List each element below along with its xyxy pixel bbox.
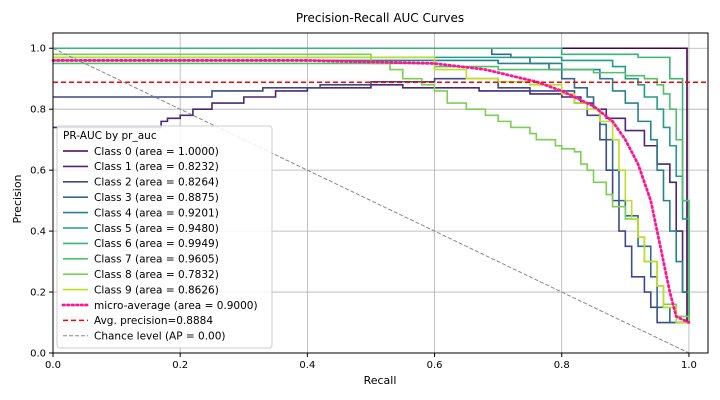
legend-label-2: Class 2 (area = 0.8264) xyxy=(94,177,219,189)
legend-label-1: Class 1 (area = 0.8232) xyxy=(94,161,219,173)
series-layer xyxy=(51,47,708,354)
y-tick-label: 0.4 xyxy=(30,227,46,238)
x-tick-label: 0.8 xyxy=(554,360,570,371)
legend-title: PR-AUC by pr_auc xyxy=(63,130,157,142)
series-line-4 xyxy=(53,59,690,323)
legend-label-5: Class 5 (area = 0.9480) xyxy=(94,223,219,235)
chart-title: Precision-Recall AUC Curves xyxy=(296,11,464,25)
legend-label-6: Class 6 (area = 0.9949) xyxy=(94,238,219,250)
x-tick-label: 0.4 xyxy=(299,360,315,371)
legend-label-4: Class 4 (area = 0.9201) xyxy=(94,207,219,219)
legend-label-8: Class 8 (area = 0.7832) xyxy=(94,269,219,281)
y-tick-label: 1.0 xyxy=(30,44,46,55)
x-tick-label: 0.0 xyxy=(45,360,61,371)
x-tick-label: 1.0 xyxy=(681,360,697,371)
legend-label-10: micro-average (area = 0.9000) xyxy=(94,300,258,312)
series-line-12 xyxy=(52,47,690,354)
x-axis-label: Recall xyxy=(364,374,397,387)
legend-label-7: Class 7 (area = 0.9605) xyxy=(94,254,219,266)
series-line-10 xyxy=(51,59,691,324)
x-tick-label: 0.2 xyxy=(172,360,188,371)
y-tick-label: 0.8 xyxy=(30,105,46,116)
legend-label-9: Class 9 (area = 0.8626) xyxy=(94,284,219,296)
legend-label-11: Avg. precision=0.8884 xyxy=(94,315,213,327)
legend-label-0: Class 0 (area = 1.0000) xyxy=(94,146,219,158)
ticks: 0.0 0.2 0.4 0.6 0.8 1.0 0.0 0.2 0.4 0.6 0.8 1.0 xyxy=(30,44,697,371)
y-tick-label: 0.0 xyxy=(30,349,46,360)
legend-label-3: Class 3 (area = 0.8875) xyxy=(94,192,219,204)
legend-entries: Class 0 (area = 1.0000) Class 1 (area = 0… xyxy=(61,146,258,343)
plot-frame xyxy=(52,32,709,354)
y-tick-label: 0.6 xyxy=(30,166,46,177)
y-tick-label: 0.2 xyxy=(30,288,46,299)
y-axis-label: Precision xyxy=(11,174,24,223)
x-tick-label: 0.6 xyxy=(427,360,443,371)
legend-label-12: Chance level (AP = 0.00) xyxy=(94,331,226,343)
series-line-5 xyxy=(53,56,690,323)
legend-box xyxy=(56,125,273,349)
series-line-7 xyxy=(53,62,690,323)
legend: PR-AUC by pr_auc Class 0 (area = 1.0000)… xyxy=(56,125,273,349)
